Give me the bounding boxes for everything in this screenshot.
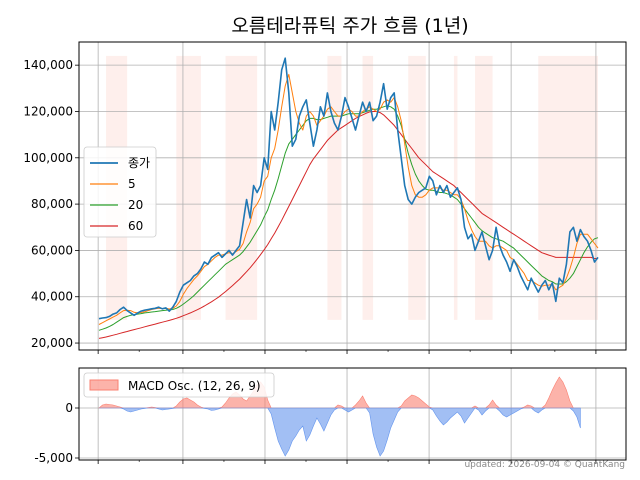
price-x-axis (97, 350, 597, 354)
macd-panel: -5,000 0 MACD Osc. (12, 26, 9) (34, 367, 627, 465)
legend-swatch (89, 379, 119, 391)
shaded-range (538, 55, 598, 320)
legend-label: 5 (128, 177, 136, 191)
chart-title: 오름테라퓨틱 주가 흐름 (1년) (231, 15, 468, 37)
y-tick-label: 120,000 (23, 104, 73, 118)
macd-oscillator-area (98, 376, 581, 457)
horizontal-gridlines (79, 64, 626, 344)
price-panel-frame (78, 41, 627, 351)
shaded-ranges (106, 55, 598, 320)
legend-box (83, 372, 275, 398)
macd-y-axis: -5,000 0 (34, 401, 79, 465)
price-panel: 20,000 40,000 60,000 80,000 100,000 120,000 14… (23, 41, 627, 354)
y-tick-label: 40,000 (31, 290, 73, 304)
series-line-ma-20 (98, 105, 599, 331)
series-line-close (98, 57, 599, 320)
shaded-range (408, 55, 426, 320)
vertical-gridlines (97, 42, 597, 350)
macd-x-axis (97, 460, 597, 464)
y-tick-label: -5,000 (34, 451, 73, 465)
shaded-range (475, 55, 493, 320)
y-tick-label: 0 (65, 401, 73, 415)
legend-label: 60 (128, 219, 143, 233)
shaded-range (362, 55, 374, 320)
update-footer: updated: 2026-09-04 © QuantKang (464, 460, 625, 470)
series-line-ma-60 (98, 111, 598, 339)
y-tick-label: 140,000 (23, 58, 73, 72)
legend-box (83, 146, 157, 238)
y-tick-label: 20,000 (31, 336, 73, 350)
price-legend: 종가 5 20 60 (83, 146, 157, 238)
y-tick-label: 100,000 (23, 151, 73, 165)
shaded-range (225, 55, 258, 320)
price-y-axis: 20,000 40,000 60,000 80,000 100,000 120,000 14… (23, 58, 79, 350)
legend-label: 20 (128, 198, 143, 212)
y-tick-label: 80,000 (31, 197, 73, 211)
legend-label: 종가 (128, 156, 150, 170)
macd-panel-frame (78, 367, 627, 461)
legend-label: MACD Osc. (12, 26, 9) (128, 379, 261, 393)
shaded-range (176, 55, 201, 320)
shaded-range (327, 55, 342, 320)
y-tick-label: 60,000 (31, 243, 73, 257)
macd-legend: MACD Osc. (12, 26, 9) (83, 372, 275, 398)
price-series-lines (98, 57, 599, 339)
macd-negative-area (99, 407, 581, 457)
